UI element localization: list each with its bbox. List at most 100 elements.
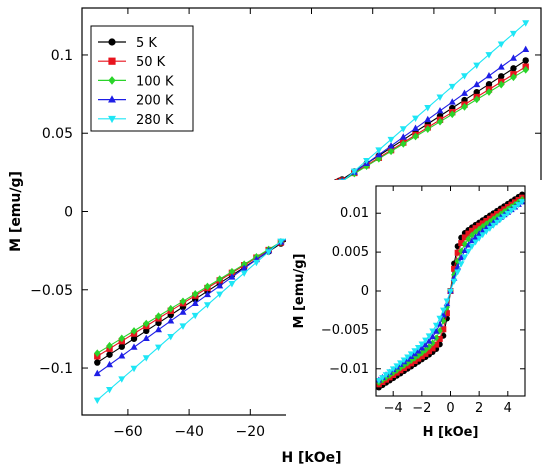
main-data-point [179, 323, 187, 330]
inset-data-point [465, 248, 472, 255]
main-data-point [460, 89, 469, 96]
legend: 5 K 50 K 100 K 200 K 280 K [90, 25, 194, 132]
inset-data-point [454, 269, 461, 276]
main-data-point [399, 133, 407, 140]
main-data-point [118, 343, 125, 350]
main-data-point [473, 62, 481, 70]
main-data-point [473, 95, 480, 104]
inset-data-point [386, 369, 393, 376]
legend-item: 280 K [98, 113, 174, 128]
main-data-point [522, 20, 530, 27]
main-data-point [240, 260, 248, 269]
inset-data-point [418, 344, 426, 351]
main-data-point [228, 267, 236, 276]
inset-data-point [457, 254, 465, 261]
inset-data-point [508, 207, 515, 214]
legend-label: 280 K [136, 113, 174, 128]
inset-data-point [436, 335, 443, 342]
main-data-point [399, 126, 407, 133]
legend-marker [108, 115, 116, 124]
main-data-point [461, 103, 468, 111]
main-data-point [412, 115, 420, 123]
inset-data-point [418, 341, 426, 348]
main-data-point [106, 360, 114, 368]
inset-data-point [475, 235, 483, 242]
inset-data-point [407, 351, 415, 358]
inset-data-point [500, 213, 508, 220]
inset-data-point [429, 328, 436, 335]
main-x-axis-label: H [kOe] [281, 450, 341, 466]
main-data-point [106, 386, 114, 394]
main-data-point [106, 351, 113, 358]
main-y-axis-label: M [emu/g] [8, 171, 24, 252]
main-data-point [203, 302, 211, 309]
main-data-point [228, 273, 236, 280]
inset-data-point [429, 333, 436, 340]
inset-data-point [422, 337, 429, 344]
main-data-point [240, 264, 248, 271]
main-data-point [216, 291, 224, 299]
main-data-point [436, 107, 444, 114]
main-data-point [179, 297, 187, 306]
main-data-point [167, 317, 175, 324]
inset-data-point [511, 205, 519, 212]
inset-data-point [393, 363, 401, 370]
main-data-point [154, 344, 163, 352]
main-data-point [498, 80, 505, 89]
main-data-point [252, 259, 260, 267]
main-data-point [179, 308, 187, 315]
inset-data-point [411, 348, 418, 355]
inset-data-point [432, 327, 440, 334]
main-data-point [216, 282, 224, 289]
inset-y-axis-label: M [emu/g] [292, 253, 307, 328]
inset-data-point [479, 227, 487, 234]
inset-y-tick-label: −0.005 [321, 323, 369, 338]
main-data-point [142, 334, 150, 342]
main-data-point [509, 54, 517, 61]
inset-data-point [400, 361, 407, 369]
main-data-point [510, 65, 517, 72]
main-data-point [94, 349, 101, 358]
inset-data-point [465, 230, 472, 237]
inset-data-point [400, 357, 408, 364]
inset-chart: −4 −2 0 2 4 −0.01 −0.005 0 0.005 0.01 H [kOe] M [em… [286, 180, 544, 442]
main-data-point [130, 343, 138, 350]
inset-data-point [422, 341, 429, 348]
legend-item: 100 K [98, 74, 174, 89]
legend-item: 50 K [98, 55, 166, 70]
main-data-point [130, 335, 138, 342]
main-data-point [497, 63, 505, 70]
inset-data-point [518, 199, 526, 206]
legend-marker [108, 38, 116, 46]
inset-x-tick-label: −4 [384, 401, 403, 416]
main-data-point [191, 299, 199, 306]
inset-x-axis-label: H [kOe] [423, 425, 479, 440]
main-data-point [143, 319, 150, 328]
main-data-point [118, 334, 125, 343]
legend-marker [108, 95, 116, 103]
main-data-point [375, 150, 383, 158]
inset-x-tick-label: 2 [475, 401, 483, 416]
inset-data-point [486, 225, 494, 232]
legend-label: 200 K [136, 94, 174, 109]
inset-x-tick-label: 0 [446, 401, 454, 416]
main-x-tick-label: −20 [236, 424, 266, 440]
main-data-point [412, 124, 420, 131]
main-data-point [228, 281, 236, 288]
inset-data-point [468, 243, 476, 250]
inset-data-point [465, 235, 472, 243]
main-data-point [485, 88, 493, 96]
inset-data-point [454, 249, 461, 256]
legend-label: 100 K [136, 74, 174, 89]
inset-data-point [404, 354, 411, 361]
main-data-point [497, 41, 505, 48]
inset-data-point [461, 234, 468, 241]
inset-y-tick-label: 0.01 [340, 206, 369, 221]
inset-data-point [443, 298, 451, 305]
legend-item: 200 K [98, 94, 174, 109]
main-data-point [216, 275, 223, 283]
legend-marker [108, 76, 116, 85]
main-data-point [387, 142, 395, 149]
inset-data-point [458, 240, 465, 247]
main-data-point [204, 282, 211, 291]
